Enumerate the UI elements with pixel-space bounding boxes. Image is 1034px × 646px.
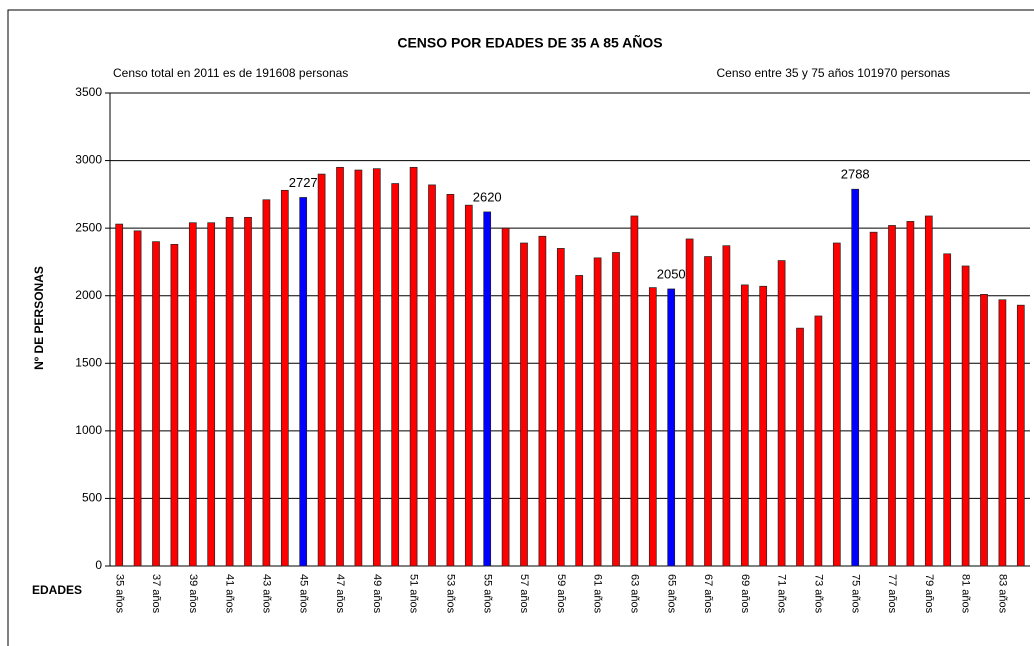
x-tick-label: 45 años <box>297 574 309 614</box>
bar <box>648 287 657 567</box>
bar <box>980 294 988 567</box>
bar <box>336 166 344 567</box>
bar <box>538 235 547 567</box>
data-label: 2727 <box>289 175 318 190</box>
y-tick-label: 1500 <box>75 355 102 369</box>
bar <box>428 184 436 567</box>
x-tick-label: 73 años <box>812 574 824 614</box>
bar <box>188 222 197 567</box>
x-tick-label: 75 años <box>849 574 861 614</box>
x-tick-label: 37 años <box>150 574 162 614</box>
bar <box>115 223 124 567</box>
annotation: Censo entre 35 y 75 años 101970 personas <box>716 66 950 80</box>
x-tick-label: 55 años <box>481 574 493 614</box>
x-tick-label: 67 años <box>702 574 714 614</box>
bar <box>722 245 731 567</box>
y-tick-label: 1000 <box>75 423 102 437</box>
x-tick-label: 35 años <box>113 574 125 614</box>
bar <box>869 231 878 567</box>
bar <box>667 288 676 567</box>
bar <box>888 225 896 567</box>
bar <box>1016 304 1025 567</box>
bar <box>612 252 620 567</box>
x-tick-label: 51 años <box>408 574 420 614</box>
annotation: Censo total en 2011 es de 191608 persona… <box>113 66 348 80</box>
chart-title: CENSO POR EDADES DE 35 A 85 AÑOS <box>397 34 662 51</box>
bar <box>244 216 252 567</box>
bar <box>409 166 418 567</box>
x-tick-label: 69 años <box>739 574 751 614</box>
bar <box>317 173 326 567</box>
x-tick-label: 79 años <box>923 574 935 614</box>
bar <box>704 256 712 567</box>
bar <box>851 188 860 567</box>
data-label: 2788 <box>841 167 870 182</box>
x-tick-label: 53 años <box>444 574 456 614</box>
x-tick-label: 77 años <box>886 574 898 614</box>
x-tick-label: 57 años <box>518 574 530 614</box>
bar <box>998 299 1007 567</box>
x-tick-label: 83 años <box>996 574 1008 614</box>
x-tick-label: 71 años <box>776 574 788 614</box>
x-tick-label: 59 años <box>555 574 567 614</box>
bar <box>777 260 786 567</box>
bar <box>556 248 565 567</box>
bar <box>685 238 694 567</box>
y-tick-label: 2500 <box>75 220 102 234</box>
bar <box>372 168 381 567</box>
bar <box>501 227 510 567</box>
bar <box>832 242 841 567</box>
bar <box>299 197 308 567</box>
x-tick-label: 63 años <box>628 574 640 614</box>
x-tick-label: 61 años <box>592 574 604 614</box>
bar <box>759 285 768 567</box>
bar <box>354 169 363 567</box>
bar <box>207 222 216 567</box>
bar <box>814 315 823 567</box>
x-tick-label: 41 años <box>224 574 236 614</box>
bar <box>262 199 271 567</box>
x-tick-label: 47 años <box>334 574 346 614</box>
x-tick-label: 65 años <box>665 574 677 614</box>
bar <box>464 204 473 567</box>
x-tick-label: 49 años <box>371 574 383 614</box>
bar <box>575 275 584 567</box>
bar <box>170 244 179 567</box>
bar <box>906 221 915 567</box>
y-tick-label: 500 <box>82 491 102 505</box>
bar <box>630 215 639 567</box>
x-axis-label: EDADES <box>32 583 82 597</box>
bar <box>520 242 528 567</box>
bar <box>133 230 142 567</box>
x-tick-label: 43 años <box>260 574 272 614</box>
y-tick-label: 0 <box>95 558 102 572</box>
bar <box>961 265 970 567</box>
y-tick-label: 2000 <box>75 288 102 302</box>
y-axis-label: Nº DE PERSONAS <box>32 266 46 370</box>
y-tick-label: 3500 <box>75 85 102 99</box>
bar <box>943 253 952 567</box>
x-tick-label: 81 años <box>960 574 972 614</box>
bar <box>924 215 933 567</box>
bar <box>740 284 749 567</box>
data-label: 2620 <box>473 189 502 204</box>
bar <box>225 216 234 567</box>
y-tick-label: 3000 <box>75 153 102 167</box>
bar <box>483 211 492 567</box>
bar <box>446 194 455 567</box>
data-label: 2050 <box>657 266 686 281</box>
bar <box>152 241 160 567</box>
bar <box>796 327 804 567</box>
bar <box>593 257 602 567</box>
bar <box>280 189 289 567</box>
bar <box>391 183 400 567</box>
x-tick-label: 39 años <box>187 574 199 614</box>
